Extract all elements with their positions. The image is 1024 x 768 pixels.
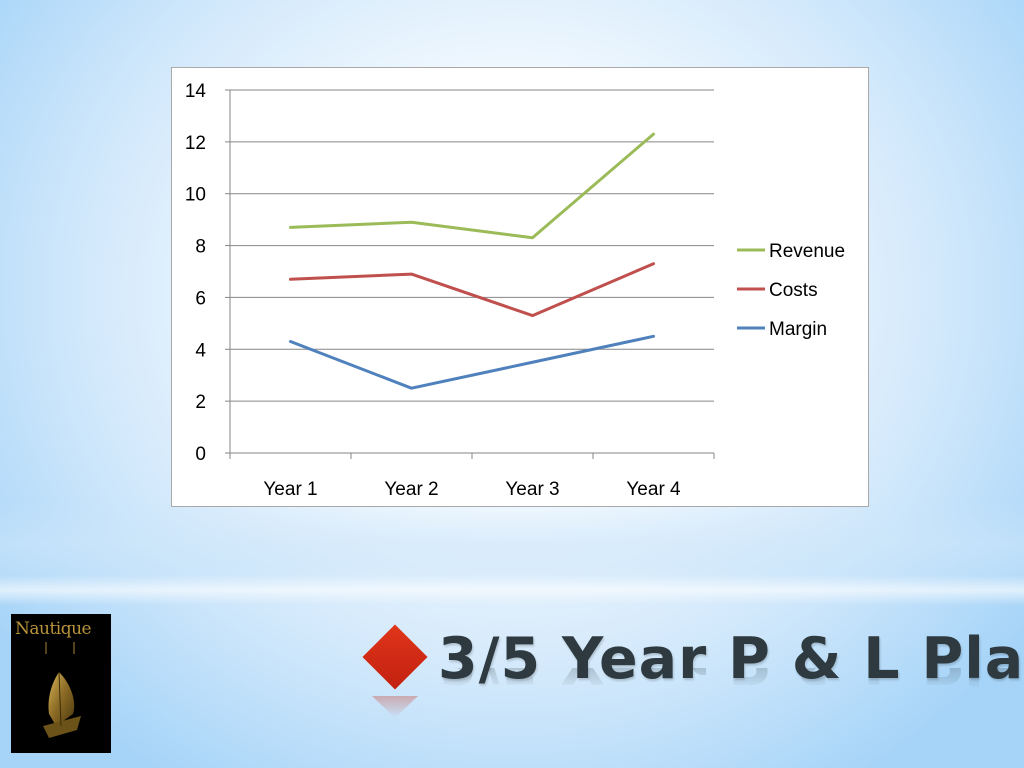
series-line-revenue <box>289 132 655 240</box>
y-tick-label: 12 <box>185 133 206 154</box>
line-chart: 0 2 4 6 8 10 12 14 Year 1 Year 2 Year 3 Year 4 Reve… <box>171 67 869 507</box>
legend-label-costs: Costs <box>769 280 818 301</box>
axes: 0 2 4 6 8 10 12 14 Year 1 Year 2 Year 3 Year 4 <box>185 81 715 500</box>
x-tick-label: Year 3 <box>505 479 559 500</box>
y-tick-label: 4 <box>195 340 206 361</box>
series-line-costs <box>289 262 655 318</box>
diamond-reflection <box>372 696 418 718</box>
y-tick-label: 6 <box>195 288 206 309</box>
series-lines <box>289 132 655 390</box>
y-tick-label: 2 <box>195 392 206 413</box>
x-tick-label: Year 4 <box>626 479 681 500</box>
y-tick-label: 0 <box>195 444 206 465</box>
slide-title: 3/5 Year P & L Plan <box>438 626 1024 692</box>
ship-icon <box>43 642 81 738</box>
legend-label-revenue: Revenue <box>769 241 845 262</box>
x-tick-label: Year 1 <box>263 479 317 500</box>
y-tick-label: 8 <box>195 237 206 258</box>
y-tick-label: 14 <box>185 81 207 102</box>
background-highlight <box>0 575 1024 605</box>
logo-wordmark: Nautique <box>15 619 92 639</box>
legend: Revenue Costs Margin <box>737 241 845 340</box>
slide-title-reflection: 3/5 Year P & L Plan <box>438 668 1024 690</box>
x-tick-label: Year 2 <box>384 479 438 500</box>
chart-canvas: 0 2 4 6 8 10 12 14 Year 1 Year 2 Year 3 Year 4 Reve… <box>185 81 845 500</box>
nautique-logo: Nautique <box>11 614 111 753</box>
gridlines <box>230 89 714 402</box>
y-tick-label: 10 <box>185 185 206 206</box>
legend-label-margin: Margin <box>769 319 827 340</box>
diamond-bullet-icon <box>362 624 428 690</box>
slide-title-row: 3/5 Year P & L Plan 3/5 Year P & L Plan <box>360 622 1024 718</box>
series-line-margin <box>289 334 655 390</box>
